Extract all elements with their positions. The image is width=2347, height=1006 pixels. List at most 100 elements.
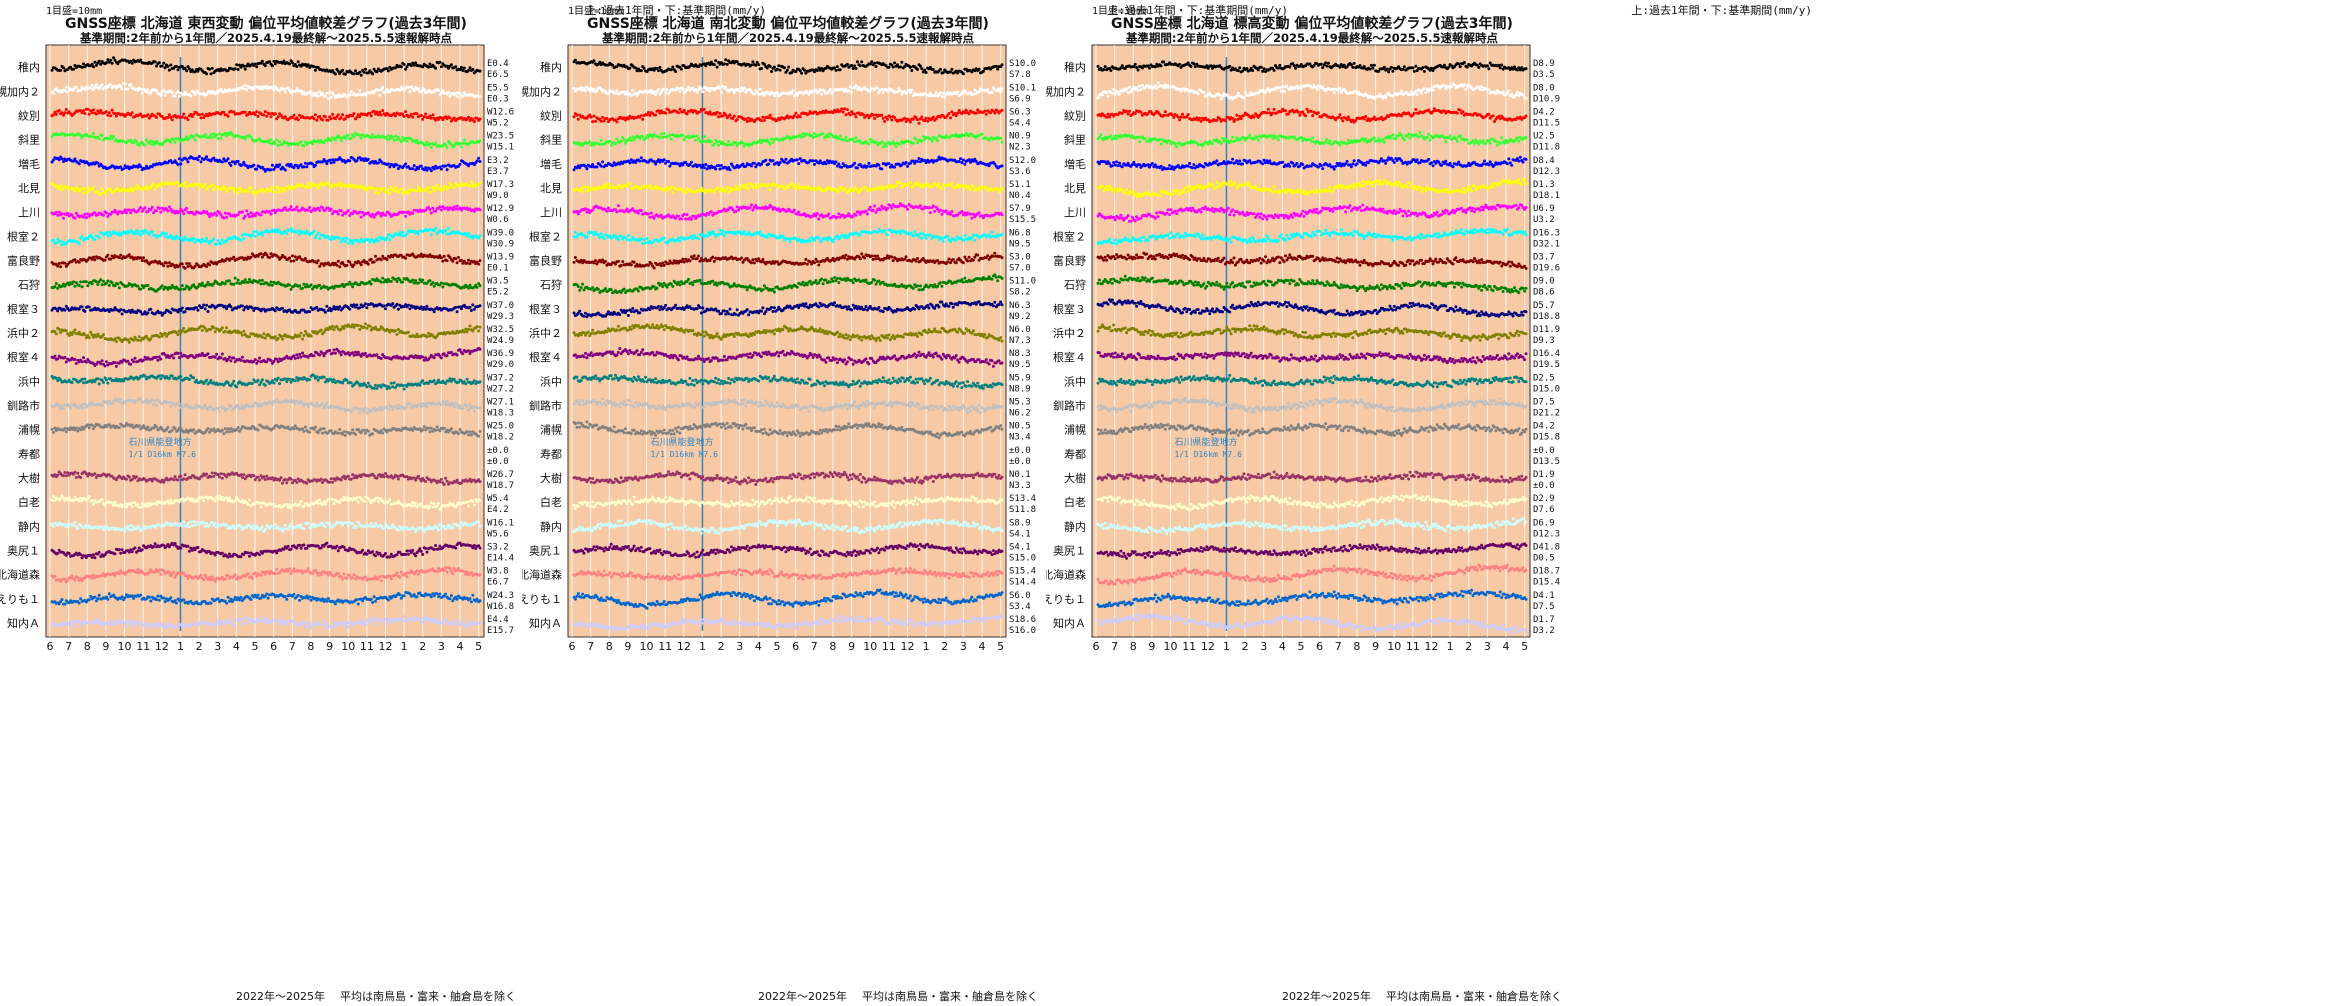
data-point [281,337,284,341]
data-point [298,352,302,356]
data-point [182,112,186,116]
data-point [225,430,229,434]
data-point [139,233,143,237]
data-point [93,380,97,384]
data-point [415,189,419,193]
data-point [305,185,309,189]
data-point [412,63,416,67]
data-point [411,428,415,432]
data-point [223,427,227,431]
data-point [465,261,469,265]
data-point [378,405,382,409]
data-point [321,206,324,210]
data-point [289,380,293,384]
data-point [232,255,236,259]
data-point [73,216,77,220]
data-point [102,213,105,217]
data-point [326,118,330,122]
data-point [364,351,367,355]
data-point [336,307,340,311]
data-point [375,237,379,241]
data-point [478,259,482,263]
data-point [166,116,170,119]
data-point [424,307,428,311]
data-point [129,83,133,87]
data-point [392,112,396,116]
data-point [228,161,231,165]
data-point [428,208,432,211]
data-point [429,211,433,215]
rate-top: W23.5 [487,132,514,142]
data-point [166,264,170,268]
data-point [208,263,211,267]
data-point [223,211,227,215]
data-point [416,232,420,236]
data-point [464,382,468,386]
data-point [406,85,410,89]
plot-area [45,44,485,638]
data-point [478,325,482,329]
data-point [352,353,356,357]
data-point [175,331,178,334]
data-point [177,356,181,360]
data-point [339,209,343,213]
data-point [329,95,333,99]
data-point [126,87,130,91]
data-point [321,160,324,164]
data-point [372,109,376,113]
data-point [106,58,110,62]
data-point [434,186,438,189]
data-point [318,283,322,287]
data-point [365,326,369,330]
data-point [388,212,392,216]
data-point [295,353,299,357]
data-point [220,352,224,356]
data-point [162,61,166,65]
chart-panel-east-west: 1目盛=10mm 上:過去1年間・下:基準期間(mm/y) GNSS座標 北海道… [0,0,770,1006]
data-point [169,286,173,290]
data-point [139,256,143,260]
data-point [326,328,330,332]
data-point [126,338,130,342]
rate-bottom: W9.0 [487,191,509,201]
data-point [153,60,157,64]
data-point [296,229,300,233]
data-point [140,259,144,262]
data-point [219,88,223,91]
data-point [170,91,174,95]
station-label: 上川 [18,206,40,219]
data-point [123,208,127,212]
station-label: 石狩 [18,278,40,292]
data-point [318,115,322,118]
data-point [321,402,324,406]
data-point [468,430,472,434]
data-point [137,424,141,428]
data-point [193,240,197,244]
x-tick-label: 11 [136,640,150,653]
data-point [170,428,174,432]
rate-top: W26.7 [487,470,514,480]
x-tick-label: 11 [360,640,374,653]
data-point [73,189,77,193]
data-point [345,236,349,240]
x-tick-label: 5 [252,640,259,653]
data-point [419,405,423,409]
data-point [434,428,438,432]
data-point [306,230,310,234]
data-point [355,115,359,119]
data-point [419,252,423,256]
data-point [57,158,61,162]
data-point [272,88,276,92]
data-point [468,403,472,407]
data-point [306,63,310,67]
data-point [329,139,333,142]
data-point [329,161,333,165]
data-point [93,238,97,241]
data-point [167,401,171,404]
data-point [212,427,216,431]
data-point [278,163,282,167]
data-point [62,474,65,478]
data-point [388,90,392,94]
data-point [62,66,65,70]
data-point [243,214,247,218]
